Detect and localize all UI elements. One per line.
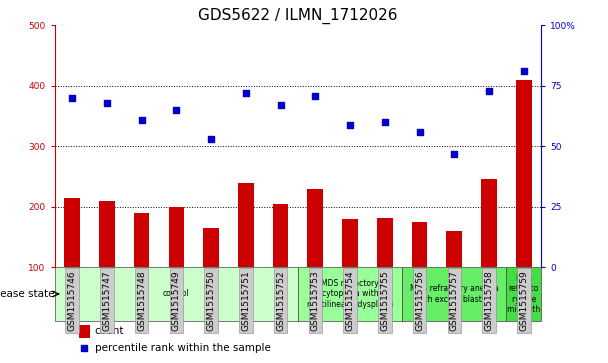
Bar (64, 197, 80, 327)
Text: GSM1515751: GSM1515751 (241, 270, 250, 331)
Bar (134, 213, 150, 327)
Bar (238, 183, 254, 327)
Point (380, 119, 390, 125)
Point (171, 107, 181, 113)
Point (275, 102, 285, 108)
Point (519, 69, 528, 74)
Text: GSM1515748: GSM1515748 (137, 270, 146, 331)
Text: GSM1515746: GSM1515746 (67, 270, 77, 331)
Text: GSM1515754: GSM1515754 (345, 270, 354, 331)
Bar (99, 201, 115, 327)
Text: MDS refractory
cytopenia with
multilineage dysplasia: MDS refractory cytopenia with multilinea… (306, 279, 393, 309)
Text: GSM1515750: GSM1515750 (207, 270, 216, 331)
Text: GSM1515752: GSM1515752 (276, 270, 285, 331)
Point (80, 345, 89, 351)
Point (415, 129, 424, 135)
Text: GSM1515753: GSM1515753 (311, 270, 320, 331)
Bar (298, 267, 402, 321)
Text: disease state: disease state (0, 289, 55, 299)
Point (102, 100, 112, 106)
Text: GSM1515747: GSM1515747 (102, 270, 111, 331)
Bar (273, 204, 288, 327)
Text: GSM1515756: GSM1515756 (415, 270, 424, 331)
Bar (377, 217, 393, 327)
Text: GSM1515758: GSM1515758 (485, 270, 494, 331)
Bar (342, 219, 358, 327)
Text: GSM1515749: GSM1515749 (172, 270, 181, 331)
Bar (506, 267, 541, 321)
Bar (516, 80, 531, 327)
Text: GSM1515757: GSM1515757 (450, 270, 459, 331)
Text: count: count (95, 326, 124, 336)
Point (206, 136, 216, 142)
Point (137, 117, 147, 123)
Point (67, 95, 77, 101)
Bar (402, 267, 506, 321)
Point (311, 93, 320, 98)
Text: control: control (163, 289, 190, 298)
Bar (79, 325, 90, 338)
Bar (412, 222, 427, 327)
Bar (203, 228, 219, 327)
Title: GDS5622 / ILMN_1712026: GDS5622 / ILMN_1712026 (198, 8, 398, 24)
Point (241, 90, 250, 96)
Bar (55, 267, 298, 321)
Text: MDS refractory anemia
with excess blasts-1: MDS refractory anemia with excess blasts… (410, 284, 499, 304)
Bar (446, 231, 462, 327)
Point (449, 151, 459, 156)
Text: GSM1515755: GSM1515755 (380, 270, 389, 331)
Text: percentile rank within the sample: percentile rank within the sample (95, 343, 271, 353)
Bar (168, 207, 184, 327)
Text: GSM1515759: GSM1515759 (519, 270, 528, 331)
Bar (481, 179, 497, 327)
Point (484, 88, 494, 94)
Bar (308, 188, 323, 327)
Point (345, 122, 355, 127)
Text: MDS
refracto
ry ane
mia with: MDS refracto ry ane mia with (507, 274, 541, 314)
